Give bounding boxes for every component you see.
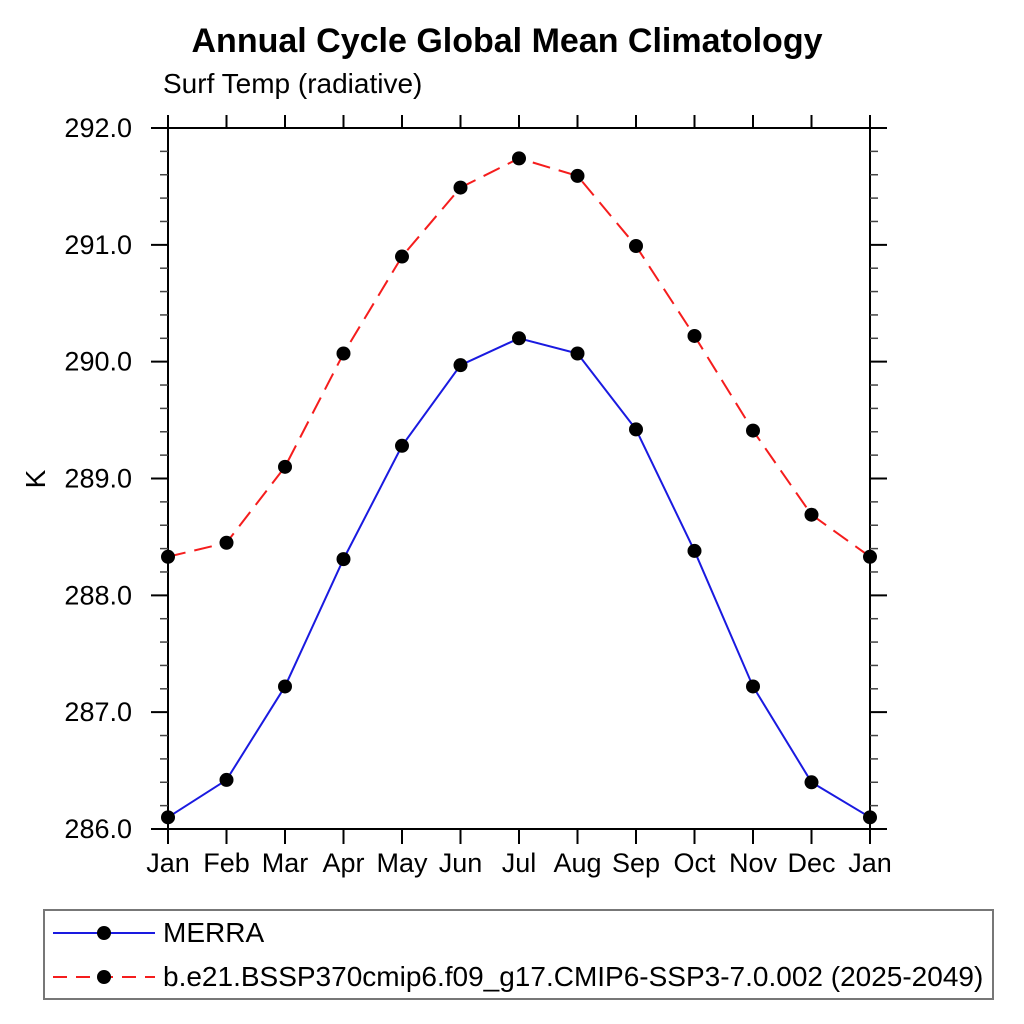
x-tick-label: Jun [439,848,483,878]
x-tick-label: May [376,848,428,878]
data-point-marker [395,438,409,453]
legend: MERRA b.e21.BSSP370cmip6.f09_g17.CMIP6-S… [43,909,994,1000]
x-tick-label: Jul [502,848,537,878]
y-tick-label: 292.0 [64,113,132,143]
data-point-marker [687,543,702,558]
data-point-marker [629,422,643,437]
x-tick-label: Aug [553,848,601,878]
data-point-marker [746,679,760,694]
y-tick-label: 286.0 [64,814,132,844]
series-line-1 [167,157,871,558]
x-tick-label: Jan [848,848,892,878]
data-point-marker [804,775,819,790]
legend-item-model: b.e21.BSSP370cmip6.f09_g17.CMIP6-SSP3-7.… [45,957,992,997]
series-line-0 [167,337,871,819]
legend-line-sample-dashed [53,969,155,984]
data-point-marker [395,249,409,264]
data-point-marker [629,239,643,254]
legend-marker-icon [97,969,111,984]
data-point-marker [453,358,468,373]
legend-marker-icon [97,925,111,940]
legend-label-merra: MERRA [163,916,265,948]
plot-border [167,127,871,830]
y-tick-label: 288.0 [64,580,132,610]
data-point-marker [512,331,526,346]
x-tick-label: Nov [729,848,778,878]
x-tick-label: Dec [787,848,835,878]
data-point-marker [161,810,175,825]
legend-item-merra: MERRA [45,913,992,953]
legend-line-sample-solid [53,925,155,940]
y-tick-label: 290.0 [64,347,132,377]
data-point-marker [278,459,292,474]
data-point-marker [863,549,877,564]
chart-title: Annual Cycle Global Mean Climatology [191,22,823,60]
data-point-marker [804,507,819,522]
x-tick-label: Oct [673,848,716,878]
legend-label-model: b.e21.BSSP370cmip6.f09_g17.CMIP6-SSP3-7.… [163,960,984,992]
x-tick-label: Feb [203,848,250,878]
data-point-marker [570,168,585,183]
x-tick-label: Apr [322,848,364,878]
y-tick-label: 289.0 [64,464,132,494]
data-point-marker [161,549,175,564]
chart-subtitle: Surf Temp (radiative) [163,68,423,99]
y-tick-label: 287.0 [64,697,132,727]
data-point-marker [863,810,877,825]
data-point-marker [336,346,351,361]
x-tick-label: Sep [612,848,660,878]
x-tick-label: Mar [262,848,309,878]
data-point-marker [219,772,234,787]
data-point-marker [512,151,526,166]
y-tick-label: 291.0 [64,230,132,260]
data-point-marker [746,423,760,438]
x-tick-label: Jan [146,848,190,878]
data-point-marker [219,535,234,550]
data-point-marker [570,346,585,361]
data-point-marker [453,180,468,195]
data-point-marker [278,679,292,694]
data-point-marker [687,328,702,343]
data-point-marker [336,552,351,567]
